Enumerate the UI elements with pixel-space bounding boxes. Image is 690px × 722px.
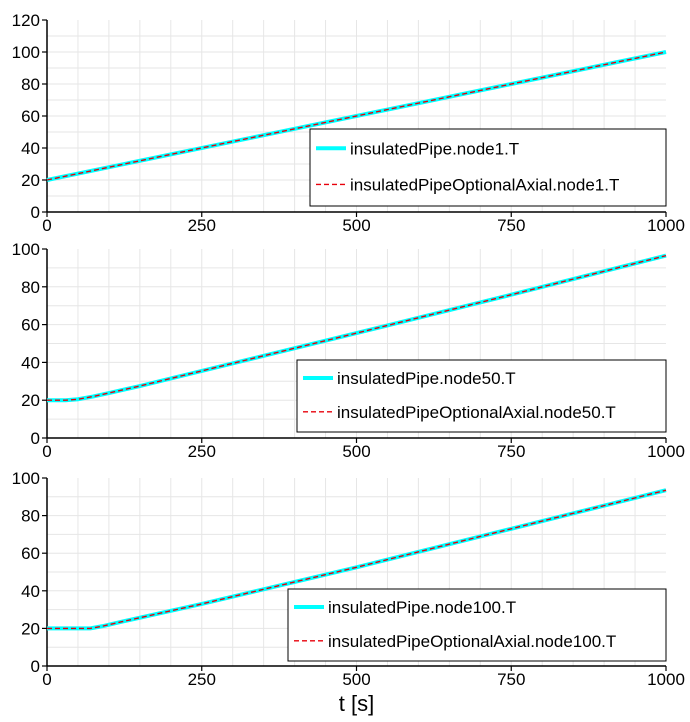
y-tick-label: 80	[21, 278, 40, 297]
x-tick-label: 0	[42, 670, 51, 689]
y-tick-label: 60	[21, 316, 40, 335]
x-tick-label: 0	[42, 216, 51, 235]
y-tick-label: 20	[21, 391, 40, 410]
chart-panel-1: 0 20 40 60 80 100 120 0 250 500 750 1000 insulatedPi…	[12, 11, 685, 235]
y-tick-label: 100	[12, 43, 40, 62]
y-tick-label: 40	[21, 353, 40, 372]
x-tick-label: 1000	[647, 442, 685, 461]
y-tick-label: 40	[21, 139, 40, 158]
y-tick-label: 20	[21, 619, 40, 638]
x-tick-label: 0	[42, 442, 51, 461]
legend-label-1: insulatedPipe.node1.T	[350, 139, 519, 158]
legend: insulatedPipe.node1.T insulatedPipeOption…	[309, 128, 667, 207]
legend: insulatedPipe.node100.T insulatedPipeOpti…	[287, 588, 667, 662]
legend: insulatedPipe.node50.T insulatedPipeOptio…	[296, 359, 667, 433]
series-line-2	[46, 51, 667, 181]
y-tick-label: 100	[12, 240, 40, 259]
x-tick-label: 1000	[647, 670, 685, 689]
y-tick-label: 0	[31, 657, 40, 676]
legend-box	[296, 359, 667, 433]
legend-label-1: insulatedPipe.node50.T	[337, 369, 516, 388]
y-tick-label: 0	[31, 203, 40, 222]
legend-box	[309, 128, 667, 207]
x-tick-label: 750	[497, 670, 525, 689]
x-tick-label: 1000	[647, 216, 685, 235]
x-axis-title: t [s]	[339, 691, 374, 716]
y-tick-label: 60	[21, 544, 40, 563]
y-tick-label: 80	[21, 75, 40, 94]
y-tick-label: 0	[31, 429, 40, 448]
legend-box	[287, 588, 667, 662]
legend-label-1: insulatedPipe.node100.T	[328, 598, 516, 617]
x-tick-label: 750	[497, 442, 525, 461]
x-tick-label: 250	[188, 216, 216, 235]
y-tick-label: 60	[21, 107, 40, 126]
series-line-2	[47, 489, 667, 630]
legend-label-2: insulatedPipeOptionalAxial.node50.T	[337, 403, 616, 422]
x-tick-label: 750	[497, 216, 525, 235]
y-tick-label: 20	[21, 171, 40, 190]
y-tick-label: 80	[21, 507, 40, 526]
series-line-2	[47, 254, 667, 401]
y-tick-label: 120	[12, 11, 40, 30]
x-tick-label: 250	[188, 442, 216, 461]
x-tick-label: 500	[342, 216, 370, 235]
legend-label-2: insulatedPipeOptionalAxial.node100.T	[328, 632, 616, 651]
y-tick-label: 40	[21, 582, 40, 601]
legend-label-2: insulatedPipeOptionalAxial.node1.T	[350, 175, 619, 194]
x-tick-label: 250	[188, 670, 216, 689]
x-tick-label: 500	[342, 670, 370, 689]
y-tick-label: 100	[12, 469, 40, 488]
x-tick-label: 500	[342, 442, 370, 461]
